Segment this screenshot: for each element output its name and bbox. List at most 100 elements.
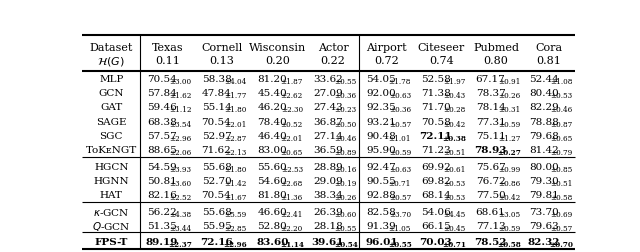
Text: ±0.61: ±0.61 [444,165,466,173]
Text: ±0.54: ±0.54 [334,240,358,248]
Text: 68.38: 68.38 [147,117,177,126]
Text: ±1.05: ±1.05 [388,224,411,232]
Text: 78.93: 78.93 [474,145,507,154]
Text: ±1.80: ±1.80 [224,106,246,114]
Text: ±1.80: ±1.80 [224,165,246,173]
Text: 57.57: 57.57 [147,131,177,140]
Text: ±0.55: ±0.55 [335,224,357,232]
Text: ±0.28: ±0.28 [444,106,466,114]
Text: ±0.50: ±0.50 [335,120,357,128]
Text: ±1.12: ±1.12 [169,106,192,114]
Text: ±0.36: ±0.36 [335,92,357,100]
Text: ±0.85: ±0.85 [550,165,573,173]
Text: ±2.96: ±2.96 [170,134,191,142]
Text: ±0.58: ±0.58 [497,240,521,248]
Text: ±1.67: ±1.67 [224,193,246,201]
Text: 71.62: 71.62 [202,145,232,154]
Text: 57.84: 57.84 [147,89,177,98]
Text: ±1.97: ±1.97 [444,78,466,85]
Text: 0.11: 0.11 [155,56,180,66]
Text: 80.00: 80.00 [529,162,559,171]
Text: 46.20: 46.20 [257,103,287,112]
Text: ±0.59: ±0.59 [498,120,520,128]
Text: 71.70: 71.70 [421,103,451,112]
Text: 27.09: 27.09 [313,89,343,98]
Text: Dataset: Dataset [90,43,133,53]
Text: ±2.20: ±2.20 [281,224,303,232]
Text: ±5.59: ±5.59 [224,210,246,218]
Text: 95.90: 95.90 [367,145,396,154]
Text: 0.22: 0.22 [321,56,346,66]
Text: 96.01: 96.01 [365,237,397,246]
Text: ±0.58: ±0.58 [550,193,573,201]
Text: 51.35: 51.35 [147,221,177,230]
Text: 0.81: 0.81 [537,56,561,66]
Text: 78.14: 78.14 [476,103,506,112]
Text: 72.16: 72.16 [200,237,233,246]
Text: 69.92: 69.92 [421,162,451,171]
Text: 81.20: 81.20 [257,75,287,83]
Text: 45.40: 45.40 [257,89,287,98]
Text: 92.00: 92.00 [367,89,396,98]
Text: 73.70: 73.70 [529,207,559,216]
Text: ±3.05: ±3.05 [498,210,520,218]
Text: ±3.60: ±3.60 [170,179,191,187]
Text: 78.40: 78.40 [257,117,287,126]
Text: 55.60: 55.60 [257,162,287,171]
Text: 77.50: 77.50 [476,190,506,199]
Text: 70.54: 70.54 [147,75,177,83]
Text: Actor: Actor [317,43,349,53]
Text: 0.80: 0.80 [484,56,508,66]
Text: 58.38: 58.38 [202,75,232,83]
Text: ±2.13: ±2.13 [224,148,246,156]
Text: ±0.51: ±0.51 [550,179,573,187]
Text: $\mathcal{H}(G)$: $\mathcal{H}(G)$ [97,54,125,67]
Text: 93.21: 93.21 [367,117,396,126]
Text: 88.65: 88.65 [147,145,177,154]
Text: ±2.68: ±2.68 [281,179,303,187]
Text: 27.43: 27.43 [313,103,343,112]
Text: ±4.45: ±4.45 [444,210,466,218]
Text: 52.58: 52.58 [421,75,451,83]
Text: 83.00: 83.00 [257,145,287,154]
Text: 70.54: 70.54 [202,190,232,199]
Text: 50.81: 50.81 [147,176,177,185]
Text: 67.17: 67.17 [476,75,506,83]
Text: ±0.57: ±0.57 [388,120,411,128]
Text: 55.68: 55.68 [202,207,232,216]
Text: 66.15: 66.15 [421,221,451,230]
Text: ±0.71: ±0.71 [442,240,467,248]
Text: 69.82: 69.82 [421,176,451,185]
Text: ±0.65: ±0.65 [550,134,573,142]
Text: 81.42: 81.42 [529,145,559,154]
Text: 46.40: 46.40 [257,131,287,140]
Text: 52.80: 52.80 [257,221,287,230]
Text: ±0.38: ±0.38 [443,134,467,142]
Text: 68.61: 68.61 [476,207,506,216]
Text: ±2.96: ±2.96 [223,240,247,248]
Text: ±2.37: ±2.37 [168,240,193,248]
Text: ±1.87: ±1.87 [281,78,303,85]
Text: 70.03: 70.03 [420,237,452,246]
Text: 46.60: 46.60 [257,207,287,216]
Text: ±0.79: ±0.79 [550,148,573,156]
Text: ±1.36: ±1.36 [281,193,303,201]
Text: 28.89: 28.89 [313,162,343,171]
Text: ±0.87: ±0.87 [550,120,573,128]
Text: ±0.46: ±0.46 [550,106,573,114]
Text: ±3.93: ±3.93 [170,165,191,173]
Text: ±2.62: ±2.62 [281,92,303,100]
Text: ±2.53: ±2.53 [281,165,303,173]
Text: 78.37: 78.37 [476,89,506,98]
Text: 39.61: 39.61 [312,237,344,246]
Text: 92.35: 92.35 [367,103,396,112]
Text: ±1.78: ±1.78 [388,78,411,85]
Text: 36.87: 36.87 [313,117,343,126]
Text: ±0.16: ±0.16 [335,165,357,173]
Text: ±1.77: ±1.77 [224,92,246,100]
Text: ±0.43: ±0.43 [444,92,465,100]
Text: Cora: Cora [536,43,563,53]
Text: 82.29: 82.29 [529,103,559,112]
Text: ±2.06: ±2.06 [170,148,191,156]
Text: TᴏKᴇNGT: TᴏKᴇNGT [86,145,137,154]
